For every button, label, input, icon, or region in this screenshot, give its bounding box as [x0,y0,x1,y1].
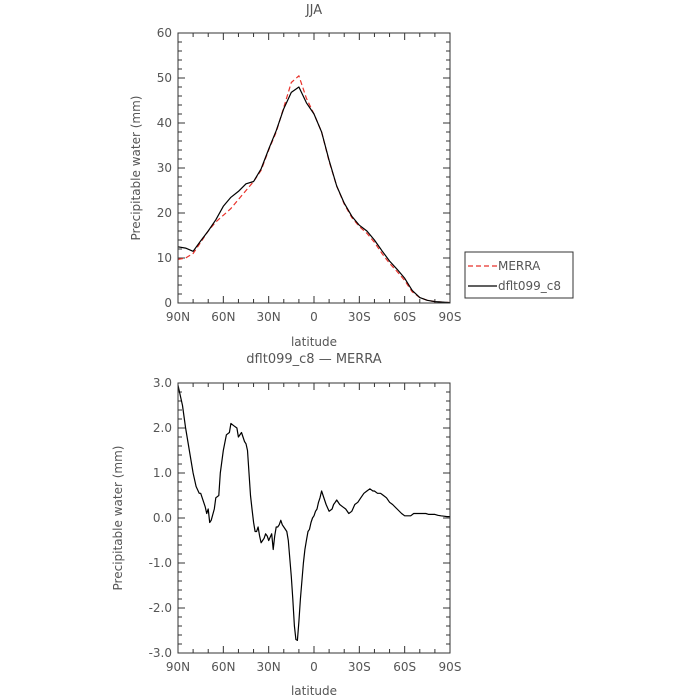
top-series-line-dflt099-c8 [177,86,451,304]
legend-box [464,251,574,299]
top-x-axis-label: latitude [291,335,337,349]
top-x-tick-label: 90S [439,310,462,324]
top-x-tick-label: 60N [211,310,235,324]
top-y-tick-label: 60 [157,26,172,40]
legend-label-merra: MERRA [498,259,541,273]
bottom-series-line-0 [177,385,450,642]
top-y-tick-label: 50 [157,71,172,85]
top-y-tick-label: 30 [157,161,172,175]
bottom-x-tick-label: 60S [393,660,416,674]
top-ticks: 90N 60N 30N 0 30S 60S 90S 0 10 20 30 40 50 60 [157,26,462,324]
top-x-tick-label: 60S [393,310,416,324]
bottom-lines [177,385,450,642]
bottom-y-tick-label: -3.0 [149,646,172,660]
top-y-axis-label: Precipitable water (mm) [129,96,143,241]
bottom-chart-title: dflt099_c8 — MERRA [246,352,382,367]
bottom-y-tick-label: -1.0 [149,556,172,570]
bottom-x-tick-label: 30N [257,660,281,674]
bottom-ticks: 90N 60N 30N 0 30S 60S 90S -3.0 -2.0 -1.0 0.0 1.0 2.0… [149,376,462,674]
bottom-y-tick-label: -2.0 [149,601,172,615]
bottom-chart: dflt099_c8 — MERRA Precipitable water (m… [111,352,461,698]
bottom-y-axis-label: Precipitable water (mm) [111,446,125,591]
bottom-y-tick-label: 0.0 [153,511,172,525]
bottom-x-tick-label: 0 [310,660,318,674]
top-series-line-merra [177,75,451,304]
bottom-y-tick-label: 1.0 [153,466,172,480]
top-x-tick-label: 30N [257,310,281,324]
bottom-x-tick-label: 90S [439,660,462,674]
top-x-tick-label: 0 [310,310,318,324]
bottom-y-tick-label: 2.0 [153,421,172,435]
top-lines [177,75,451,304]
legend-label-dflt099-c8: dflt099_c8 [498,279,561,293]
bottom-x-axis-label: latitude [291,684,337,698]
top-y-tick-label: 20 [157,206,172,220]
bottom-plot-frame [177,382,451,654]
bottom-x-tick-label: 30S [348,660,371,674]
bottom-y-tick-label: 3.0 [153,376,172,390]
top-x-tick-label: 30S [348,310,371,324]
legend: MERRA dflt099_c8 [464,251,574,299]
top-chart: JJA Precipitable water (mm) latitude 90N… [129,3,461,349]
top-x-tick-label: 90N [166,310,190,324]
bottom-x-tick-label: 60N [211,660,235,674]
top-y-tick-label: 10 [157,251,172,265]
bottom-x-tick-label: 90N [166,660,190,674]
top-plot-frame [177,32,451,304]
top-y-tick-label: 0 [164,296,172,310]
top-chart-title: JJA [305,3,322,18]
top-y-tick-label: 40 [157,116,172,130]
